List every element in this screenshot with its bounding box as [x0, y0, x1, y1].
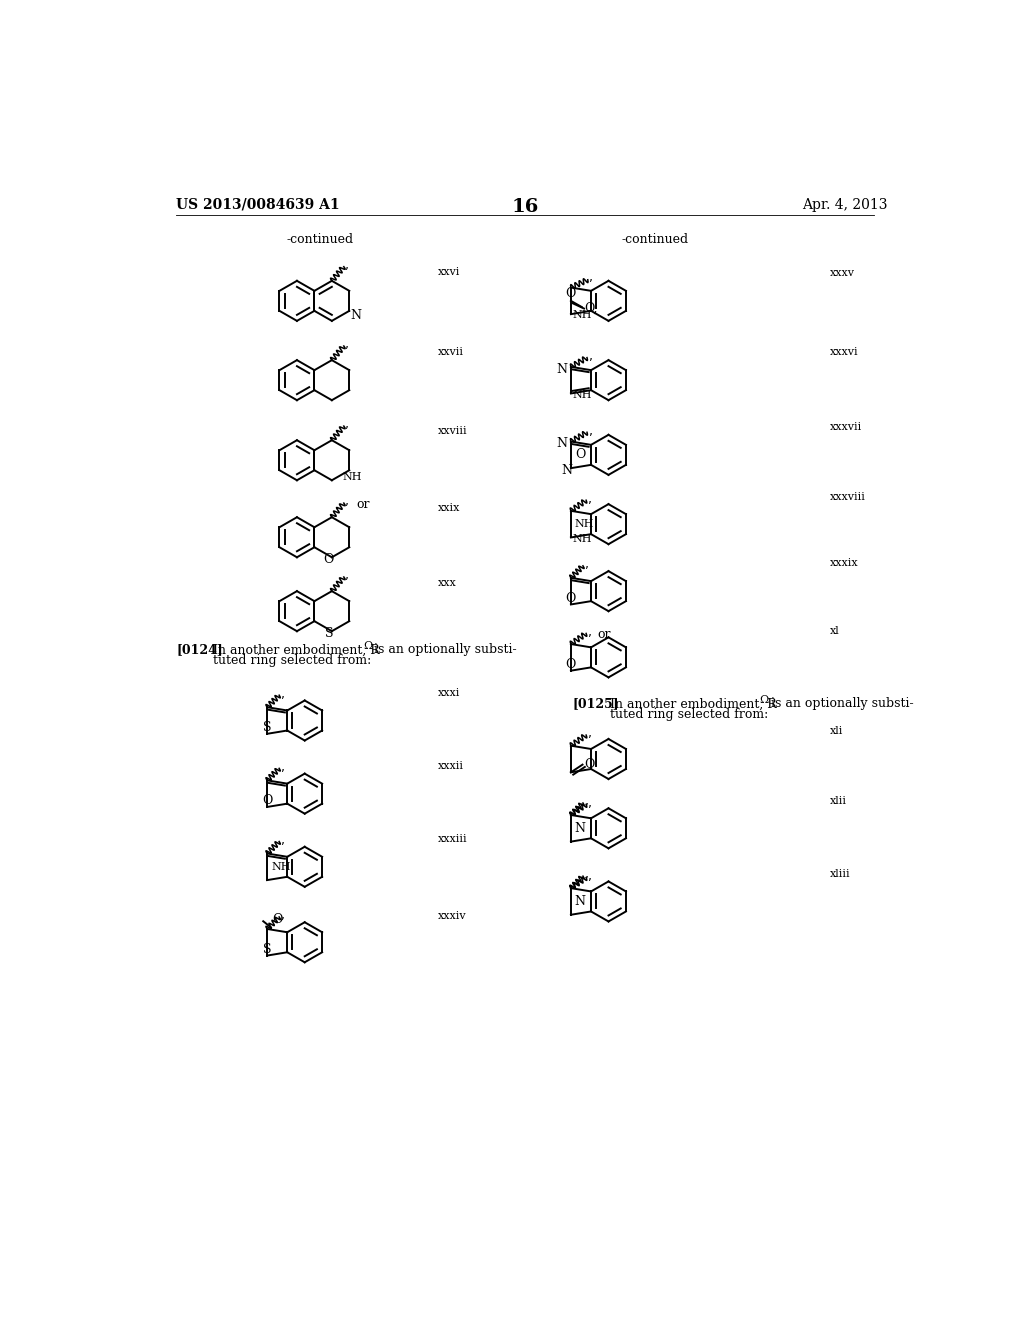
- Text: N: N: [350, 309, 361, 322]
- Text: ,: ,: [588, 870, 592, 883]
- Text: xxxvi: xxxvi: [829, 347, 858, 356]
- Text: N: N: [574, 822, 586, 834]
- Text: ,: ,: [281, 760, 285, 774]
- Text: ,: ,: [588, 797, 592, 809]
- Text: ,: ,: [585, 558, 589, 572]
- Text: ,: ,: [345, 495, 349, 508]
- Text: is an optionally substi-: is an optionally substi-: [767, 697, 913, 710]
- Text: Ω: Ω: [362, 642, 372, 651]
- Text: xxxii: xxxii: [438, 762, 464, 771]
- Text: ,: ,: [281, 688, 285, 701]
- Text: xxxiv: xxxiv: [438, 911, 467, 921]
- Text: xxxix: xxxix: [829, 558, 858, 569]
- Text: tuted ring selected from:: tuted ring selected from:: [610, 708, 768, 721]
- Text: xxvi: xxvi: [438, 268, 461, 277]
- Text: ,: ,: [588, 626, 592, 639]
- Text: In another embodiment, R: In another embodiment, R: [610, 697, 777, 710]
- Text: ,: ,: [345, 569, 349, 582]
- Text: is an optionally substi-: is an optionally substi-: [370, 644, 516, 656]
- Text: ,: ,: [589, 425, 593, 438]
- Text: xxx: xxx: [438, 578, 457, 587]
- Text: xxviii: xxviii: [438, 426, 468, 436]
- Text: xlii: xlii: [829, 796, 847, 805]
- Text: In another embodiment, R: In another embodiment, R: [213, 644, 380, 656]
- Text: N: N: [574, 895, 586, 908]
- Text: O: O: [565, 657, 577, 671]
- Text: O: O: [565, 591, 577, 605]
- Text: NH: NH: [572, 533, 592, 544]
- Text: xxxviii: xxxviii: [829, 491, 865, 502]
- Text: ,: ,: [588, 492, 592, 506]
- Text: O,: O,: [584, 301, 598, 314]
- Text: NH: NH: [271, 862, 291, 871]
- Text: ,: ,: [589, 272, 593, 284]
- Text: O: O: [584, 758, 595, 771]
- Text: N: N: [561, 465, 572, 478]
- Text: or: or: [597, 628, 610, 642]
- Text: ,: ,: [281, 909, 285, 923]
- Text: ,: ,: [589, 350, 593, 363]
- Text: [0124]: [0124]: [176, 644, 223, 656]
- Text: xxxvii: xxxvii: [829, 422, 861, 432]
- Text: S: S: [325, 627, 333, 640]
- Text: NH: NH: [574, 519, 594, 529]
- Text: O: O: [272, 913, 283, 927]
- Text: or: or: [356, 498, 370, 511]
- Text: -continued: -continued: [287, 232, 353, 246]
- Text: xxxiii: xxxiii: [438, 834, 468, 845]
- Text: ,: ,: [345, 418, 349, 432]
- Text: xxix: xxix: [438, 503, 461, 513]
- Text: O: O: [565, 288, 577, 300]
- Text: ,: ,: [585, 869, 589, 882]
- Text: N: N: [556, 363, 567, 376]
- Text: NH: NH: [572, 389, 592, 400]
- Text: Apr. 4, 2013: Apr. 4, 2013: [802, 198, 888, 211]
- Text: O: O: [575, 449, 586, 462]
- Text: ,: ,: [345, 259, 349, 272]
- Text: 16: 16: [511, 198, 539, 216]
- Text: ,: ,: [588, 727, 592, 741]
- Text: [0125]: [0125]: [572, 697, 620, 710]
- Text: Ω: Ω: [760, 696, 769, 705]
- Text: -continued: -continued: [622, 232, 688, 246]
- Text: ,: ,: [281, 834, 285, 847]
- Text: xxxv: xxxv: [829, 268, 854, 279]
- Text: xl: xl: [829, 626, 839, 636]
- Text: tuted ring selected from:: tuted ring selected from:: [213, 655, 372, 668]
- Text: xxxi: xxxi: [438, 688, 461, 698]
- Text: N: N: [556, 437, 567, 450]
- Text: S: S: [263, 942, 271, 956]
- Text: O: O: [324, 553, 334, 566]
- Text: NH: NH: [572, 310, 592, 321]
- Text: US 2013/0084639 A1: US 2013/0084639 A1: [176, 198, 340, 211]
- Text: ,: ,: [345, 338, 349, 351]
- Text: xxvii: xxvii: [438, 347, 464, 356]
- Text: NH: NH: [342, 473, 361, 482]
- Text: ,: ,: [585, 796, 589, 808]
- Text: xli: xli: [829, 726, 843, 737]
- Text: O: O: [262, 795, 272, 808]
- Text: S: S: [263, 721, 271, 734]
- Text: xliii: xliii: [829, 869, 850, 879]
